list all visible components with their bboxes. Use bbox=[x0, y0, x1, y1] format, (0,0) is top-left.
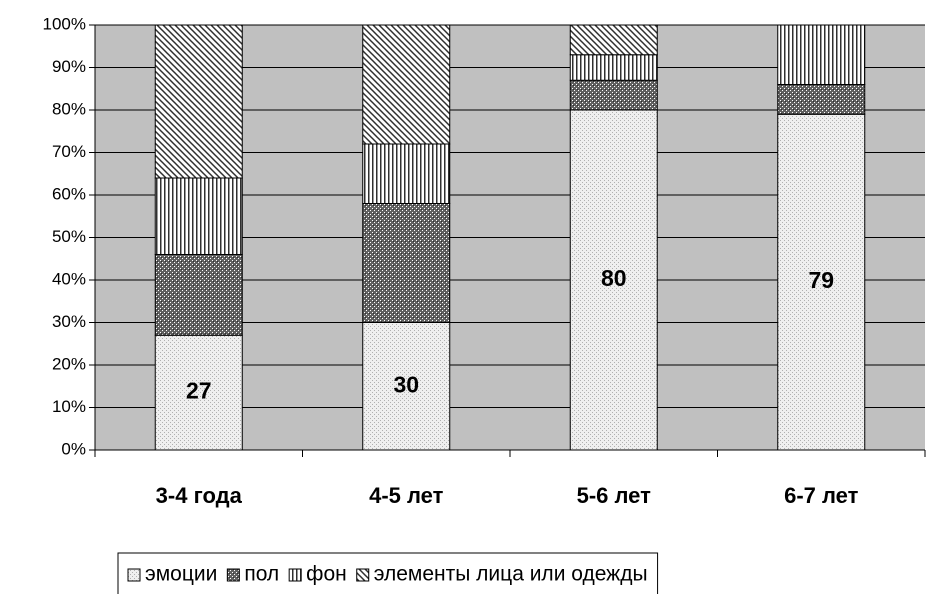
data-label: 80 bbox=[601, 265, 627, 291]
legend-swatch bbox=[127, 568, 141, 582]
legend-swatch bbox=[356, 568, 370, 582]
bar-segment bbox=[777, 113, 866, 451]
bar-segment bbox=[777, 24, 866, 85]
bar-segment bbox=[154, 24, 243, 179]
bar-segment bbox=[154, 254, 243, 336]
bar-segment bbox=[569, 109, 658, 451]
bar-segment bbox=[362, 24, 451, 145]
bar-segment bbox=[777, 84, 866, 115]
y-tick-label: 60% bbox=[52, 184, 86, 203]
data-label: 27 bbox=[186, 378, 212, 404]
y-tick-label: 20% bbox=[52, 354, 86, 373]
legend: эмоции пол фон элементы лица или одежды bbox=[117, 552, 659, 594]
y-tick-label: 0% bbox=[61, 439, 86, 458]
bar-segment bbox=[569, 54, 658, 81]
data-label: 30 bbox=[393, 371, 419, 397]
bar-segment bbox=[362, 322, 451, 451]
legend-label: элементы лица или одежды bbox=[374, 563, 648, 586]
x-tick-label: 5-6 лет bbox=[577, 483, 652, 508]
y-tick-label: 90% bbox=[52, 57, 86, 76]
x-tick-label: 3-4 года bbox=[156, 483, 243, 508]
x-tick-label: 6-7 лет bbox=[784, 483, 859, 508]
bar-segment bbox=[362, 203, 451, 323]
bar-segment bbox=[362, 143, 451, 204]
y-tick-label: 50% bbox=[52, 227, 86, 246]
legend-swatch bbox=[226, 568, 240, 582]
bar-segment bbox=[154, 177, 243, 255]
legend-box bbox=[117, 552, 659, 594]
y-tick-label: 100% bbox=[43, 14, 86, 33]
legend-label: фон bbox=[306, 563, 347, 586]
bar-segment bbox=[569, 79, 658, 111]
y-tick-label: 10% bbox=[52, 397, 86, 416]
y-tick-label: 30% bbox=[52, 312, 86, 331]
bar-segment bbox=[569, 24, 658, 56]
legend-label: эмоции bbox=[145, 563, 217, 586]
legend-swatch bbox=[288, 568, 302, 582]
y-tick-label: 80% bbox=[52, 99, 86, 118]
y-tick-label: 70% bbox=[52, 142, 86, 161]
x-tick-label: 4-5 лет bbox=[369, 483, 444, 508]
bar-segment bbox=[154, 334, 243, 451]
y-tick-label: 40% bbox=[52, 269, 86, 288]
legend-label: пол bbox=[244, 563, 279, 586]
data-label: 79 bbox=[808, 267, 834, 293]
